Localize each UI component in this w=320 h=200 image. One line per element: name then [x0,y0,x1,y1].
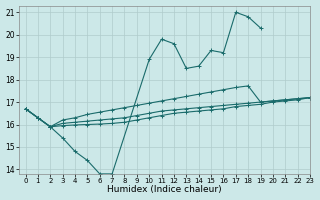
X-axis label: Humidex (Indice chaleur): Humidex (Indice chaleur) [108,185,222,194]
